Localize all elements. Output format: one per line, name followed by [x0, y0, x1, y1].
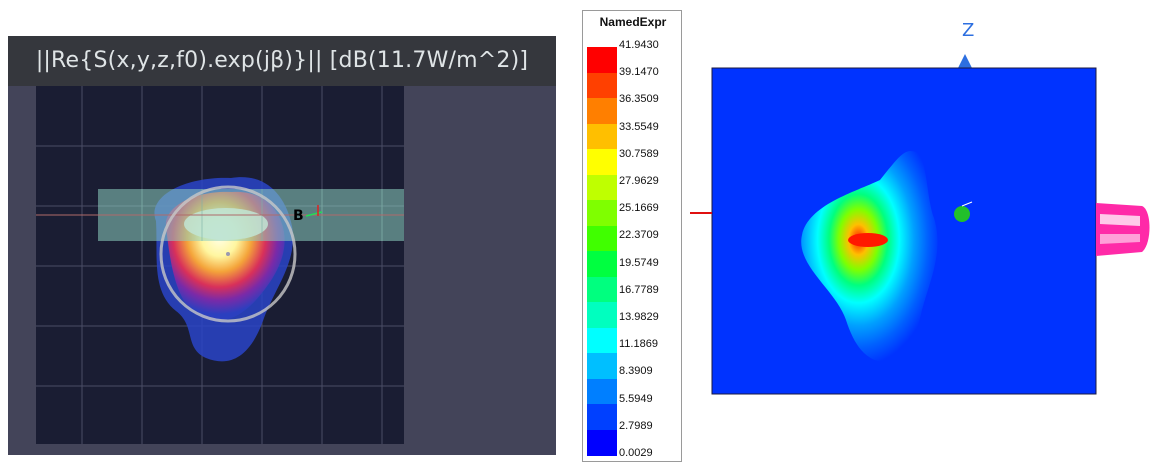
color-scale-label: 22.3709	[619, 229, 659, 242]
color-scale-label: 0.0029	[619, 447, 653, 459]
color-scale-label: 27.9629	[619, 175, 659, 187]
color-scale-label: 11.1869	[619, 338, 658, 351]
color-scale-bar	[587, 47, 617, 456]
field-contour	[801, 150, 938, 362]
probe-circle	[159, 185, 297, 323]
field-peak	[848, 233, 888, 247]
color-scale-legend: NamedExpr 41.9430 39.1470 36.3509 33.5549 30…	[582, 10, 682, 462]
color-scale-segment	[587, 378, 617, 405]
color-scale-segment	[587, 251, 617, 277]
probe-center	[226, 252, 230, 256]
color-scale-label: 19.5749	[619, 256, 659, 269]
color-scale-segment	[587, 404, 617, 430]
color-scale-segment	[587, 98, 617, 124]
color-scale-label: 8.3909	[619, 365, 653, 378]
color-scale-segment	[587, 327, 617, 354]
color-scale-segment	[587, 302, 617, 328]
field-plot-view[interactable]: B	[36, 86, 404, 444]
pink-object	[1096, 203, 1150, 256]
green-probe-marker	[954, 206, 970, 222]
color-scale-segment	[587, 123, 617, 150]
marker-label: B	[293, 208, 304, 224]
color-scale-segment	[587, 200, 617, 226]
color-scale-label: 13.9829	[619, 311, 659, 323]
color-scale-segment	[587, 47, 617, 73]
color-scale-segment	[587, 72, 617, 99]
field-heatmap: B	[36, 86, 404, 444]
color-scale-label: 2.7989	[619, 419, 653, 432]
color-scale-label: 33.5549	[619, 120, 659, 133]
plot-title: ||Re{S(x,y,z,f0).exp(jβ)}|| [dB(11.7W/m^…	[8, 36, 556, 86]
color-scale-segment	[587, 429, 617, 456]
color-scale-segment	[587, 174, 617, 201]
z-axis-label: Z	[962, 20, 975, 41]
z-axis-arrow	[958, 54, 972, 68]
field-plot-panel: ||Re{S(x,y,z,f0).exp(jβ)}|| [dB(11.7W/m^…	[8, 36, 556, 455]
color-scale-label: 5.5949	[619, 392, 653, 405]
color-scale-label: 41.9430	[619, 39, 659, 51]
color-scale-label: 36.3509	[619, 93, 659, 106]
projection-panel: Z	[690, 20, 1159, 460]
color-scale-label: 25.1669	[619, 202, 659, 215]
color-scale-segment	[587, 149, 617, 175]
color-scale-label: 30.7589	[619, 147, 659, 160]
projection-view	[690, 54, 1150, 395]
color-scale-label: 16.7789	[619, 283, 659, 296]
color-scale-segment	[587, 353, 617, 379]
color-scale-title: NamedExpr	[599, 15, 667, 29]
color-scale-label: 39.1470	[619, 66, 659, 79]
color-scale-segment	[587, 276, 617, 303]
color-scale-segment	[587, 225, 617, 252]
